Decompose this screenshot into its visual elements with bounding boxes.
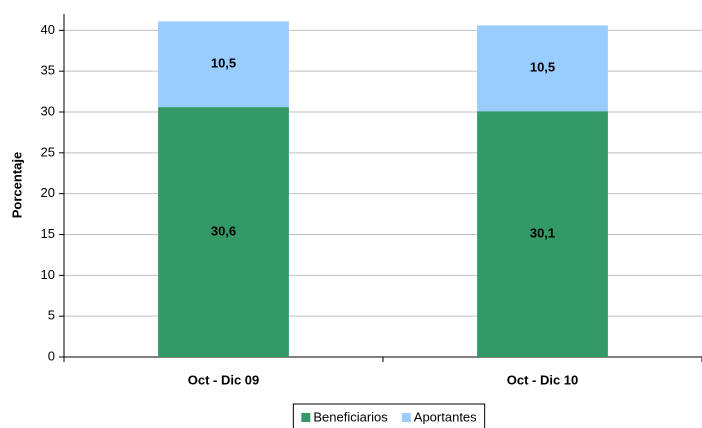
bar-segment: [158, 21, 289, 108]
legend-swatch: [301, 413, 311, 422]
y-axis-title: Porcentaje: [9, 152, 24, 218]
y-tick-label: 35: [41, 63, 55, 78]
y-tick-label: 30: [41, 103, 55, 118]
bar-segment: [158, 107, 289, 357]
data-label: 30,6: [211, 223, 236, 238]
y-tick-label: 20: [41, 185, 55, 200]
x-tick-label: Oct - Dic 09: [188, 372, 260, 387]
bar-segment: [477, 111, 608, 357]
bar-segment: [477, 25, 608, 112]
data-label: 10,5: [211, 56, 236, 71]
x-tick-label: Oct - Dic 10: [507, 372, 579, 387]
legend-label: Beneficiarios: [313, 409, 388, 424]
y-tick-label: 15: [41, 226, 55, 241]
legend-label: Aportantes: [414, 409, 477, 424]
data-label: 10,5: [530, 60, 555, 75]
data-label: 30,1: [530, 226, 555, 241]
legend-swatch: [401, 413, 411, 422]
y-tick-label: 0: [48, 348, 55, 363]
y-tick-label: 25: [41, 144, 55, 159]
y-tick-label: 5: [48, 308, 55, 323]
y-tick-label: 40: [41, 22, 55, 37]
y-tick-label: 10: [41, 267, 55, 282]
legend: [292, 403, 486, 428]
